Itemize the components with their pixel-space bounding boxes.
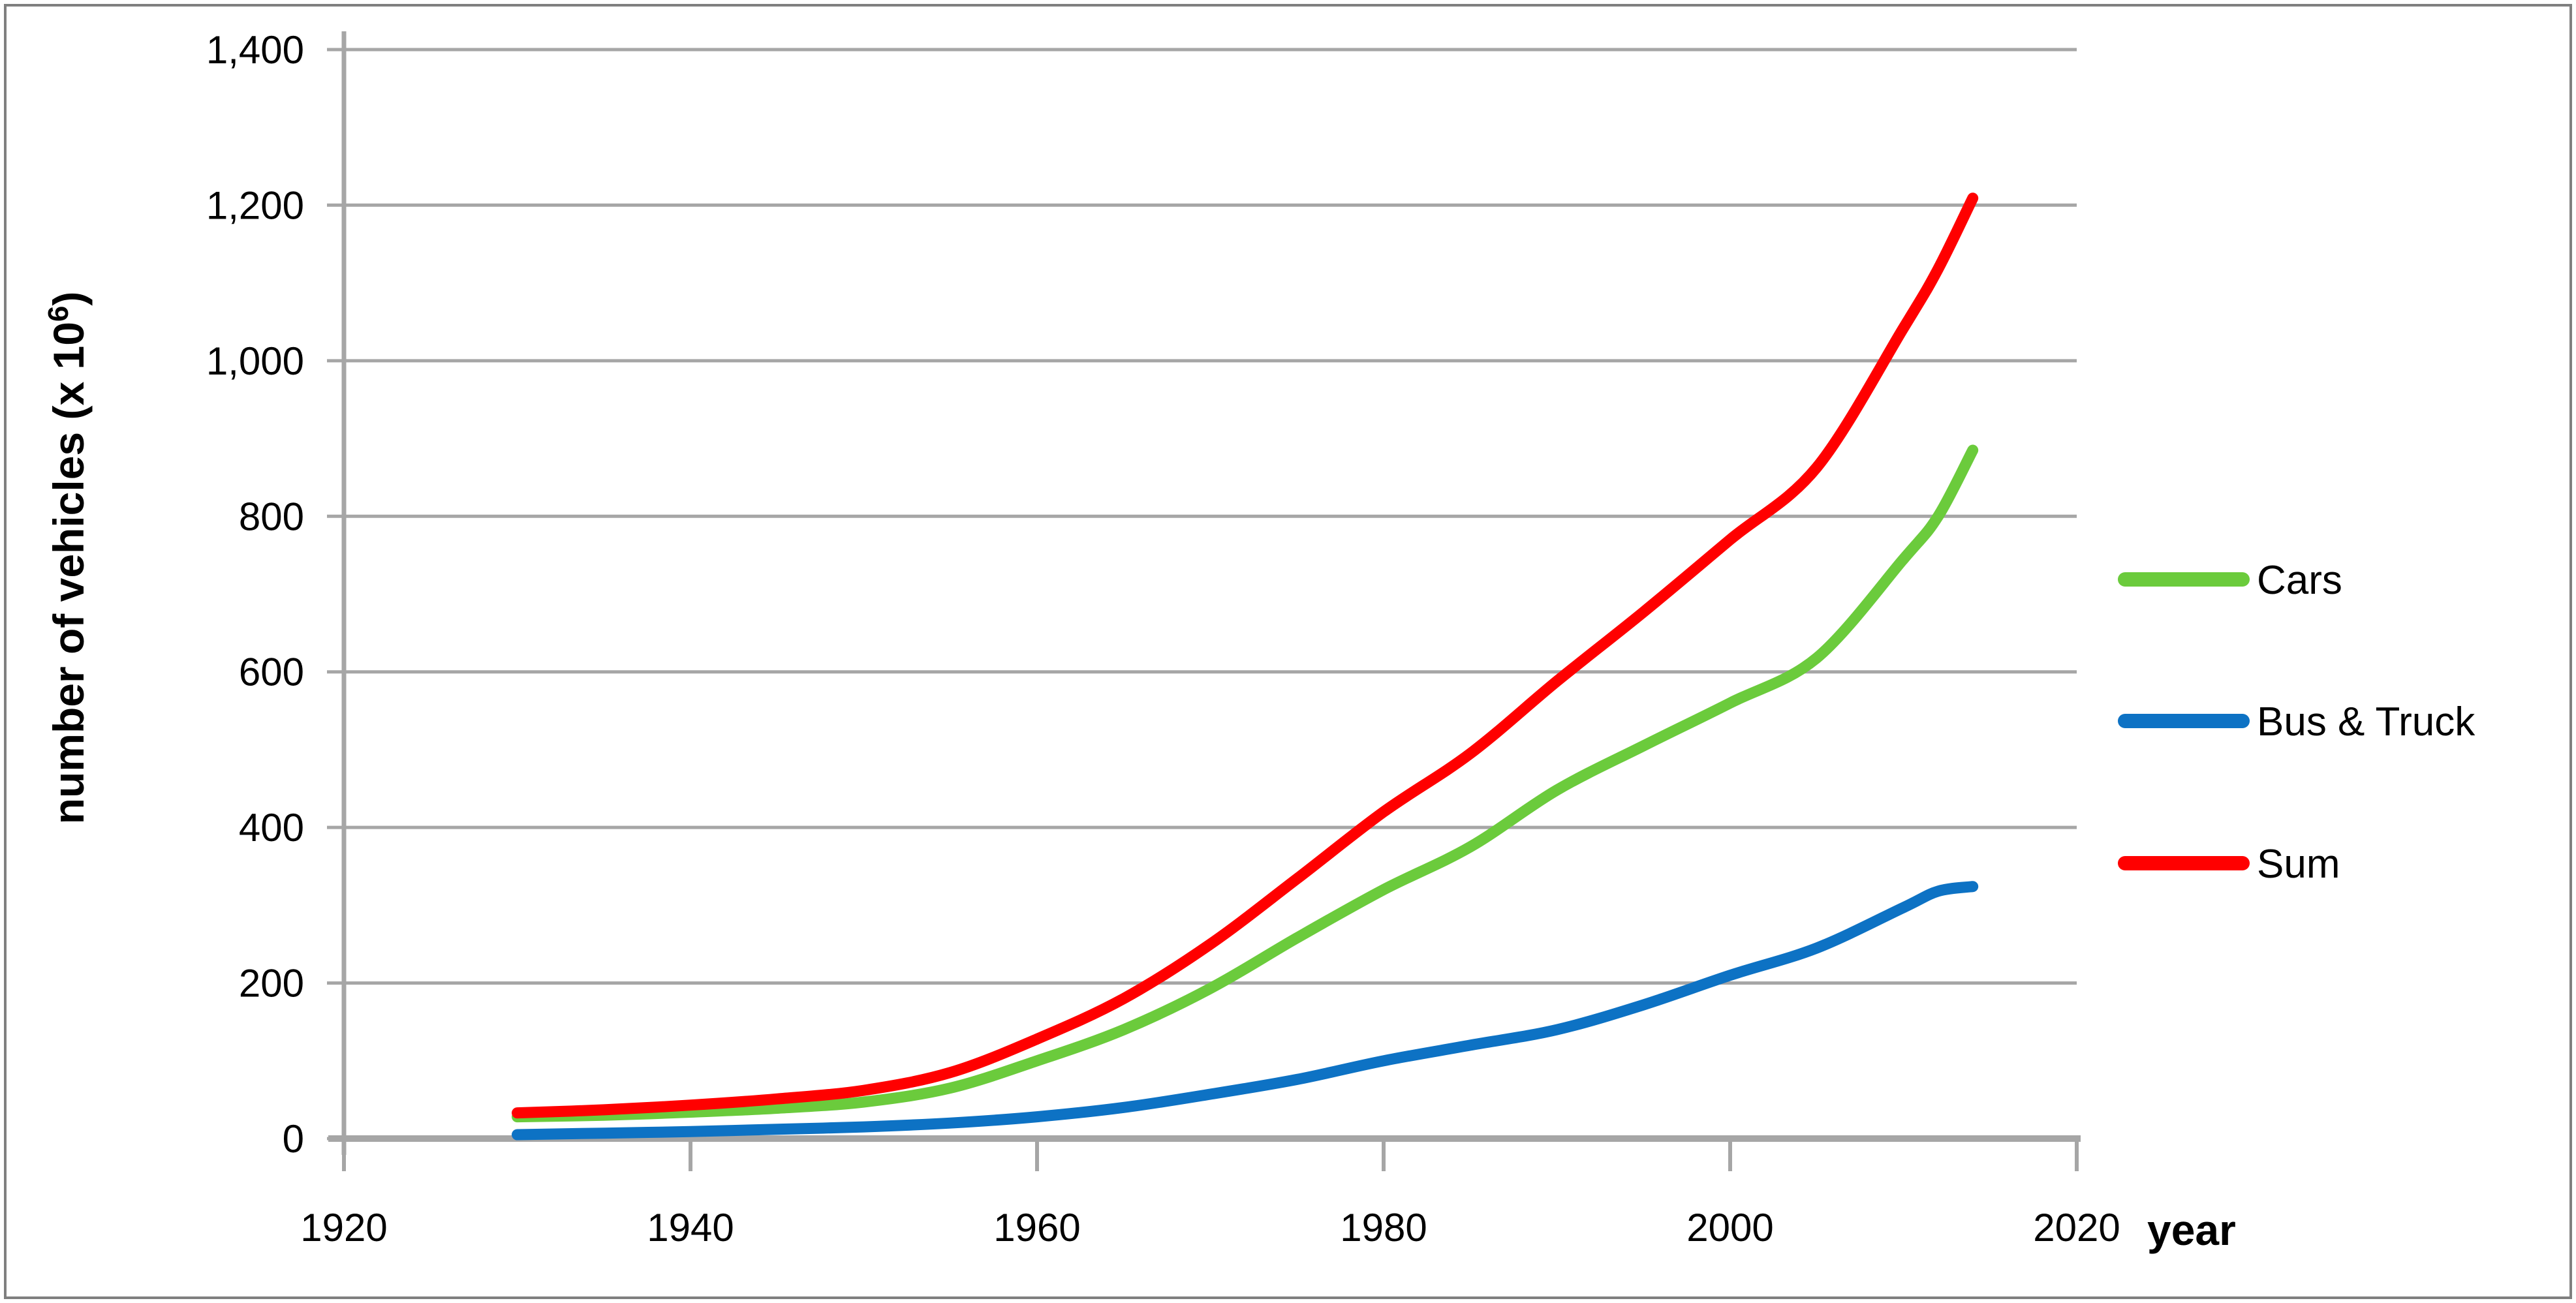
legend-label-cars: Cars: [2257, 558, 2342, 603]
legend-label-sum: Sum: [2257, 842, 2340, 887]
x-tick-label-1960: 1960: [993, 1206, 1080, 1249]
legend-item-sum: Sum: [2118, 842, 2340, 887]
series-line-sum: [512, 192, 1979, 1119]
y-tick-label-1400: 1,400: [206, 28, 304, 72]
figure-border: [4, 4, 2572, 1299]
legend-item-bus-truck: Bus & Truck: [2118, 699, 2475, 744]
y-tick-label-600: 600: [239, 651, 304, 694]
x-tick-label-1920: 1920: [300, 1206, 387, 1249]
legend: Cars Bus & Truck Sum: [2118, 558, 2475, 887]
x-axis-title: year: [2147, 1206, 2236, 1254]
x-tick-label-1940: 1940: [647, 1206, 734, 1249]
legend-label-bus-truck: Bus & Truck: [2257, 699, 2475, 744]
y-tick-label-0: 0: [283, 1117, 304, 1161]
y-axis-title: number of vehicles (x 106): [42, 292, 93, 825]
series-line-bus-truck: [512, 881, 1979, 1141]
y-tick-label-1200: 1,200: [206, 183, 304, 227]
series-group: [512, 192, 1979, 1141]
x-tick-label-1980: 1980: [1340, 1206, 1427, 1249]
y-tick-label-400: 400: [239, 806, 304, 850]
legend-item-cars: Cars: [2118, 558, 2342, 603]
ticks-group: 1920 1940 1960 1980 2000 2020 0 200 400 600 800 1,0…: [206, 28, 2120, 1249]
y-tick-label-200: 200: [239, 962, 304, 1005]
x-tick-label-2020: 2020: [2033, 1206, 2120, 1249]
x-tick-label-2000: 2000: [1686, 1206, 1773, 1249]
y-tick-label-1000: 1,000: [206, 339, 304, 383]
series-line-cars: [512, 444, 1979, 1123]
y-tick-label-800: 800: [239, 495, 304, 538]
gridlines-group: [344, 48, 2077, 985]
